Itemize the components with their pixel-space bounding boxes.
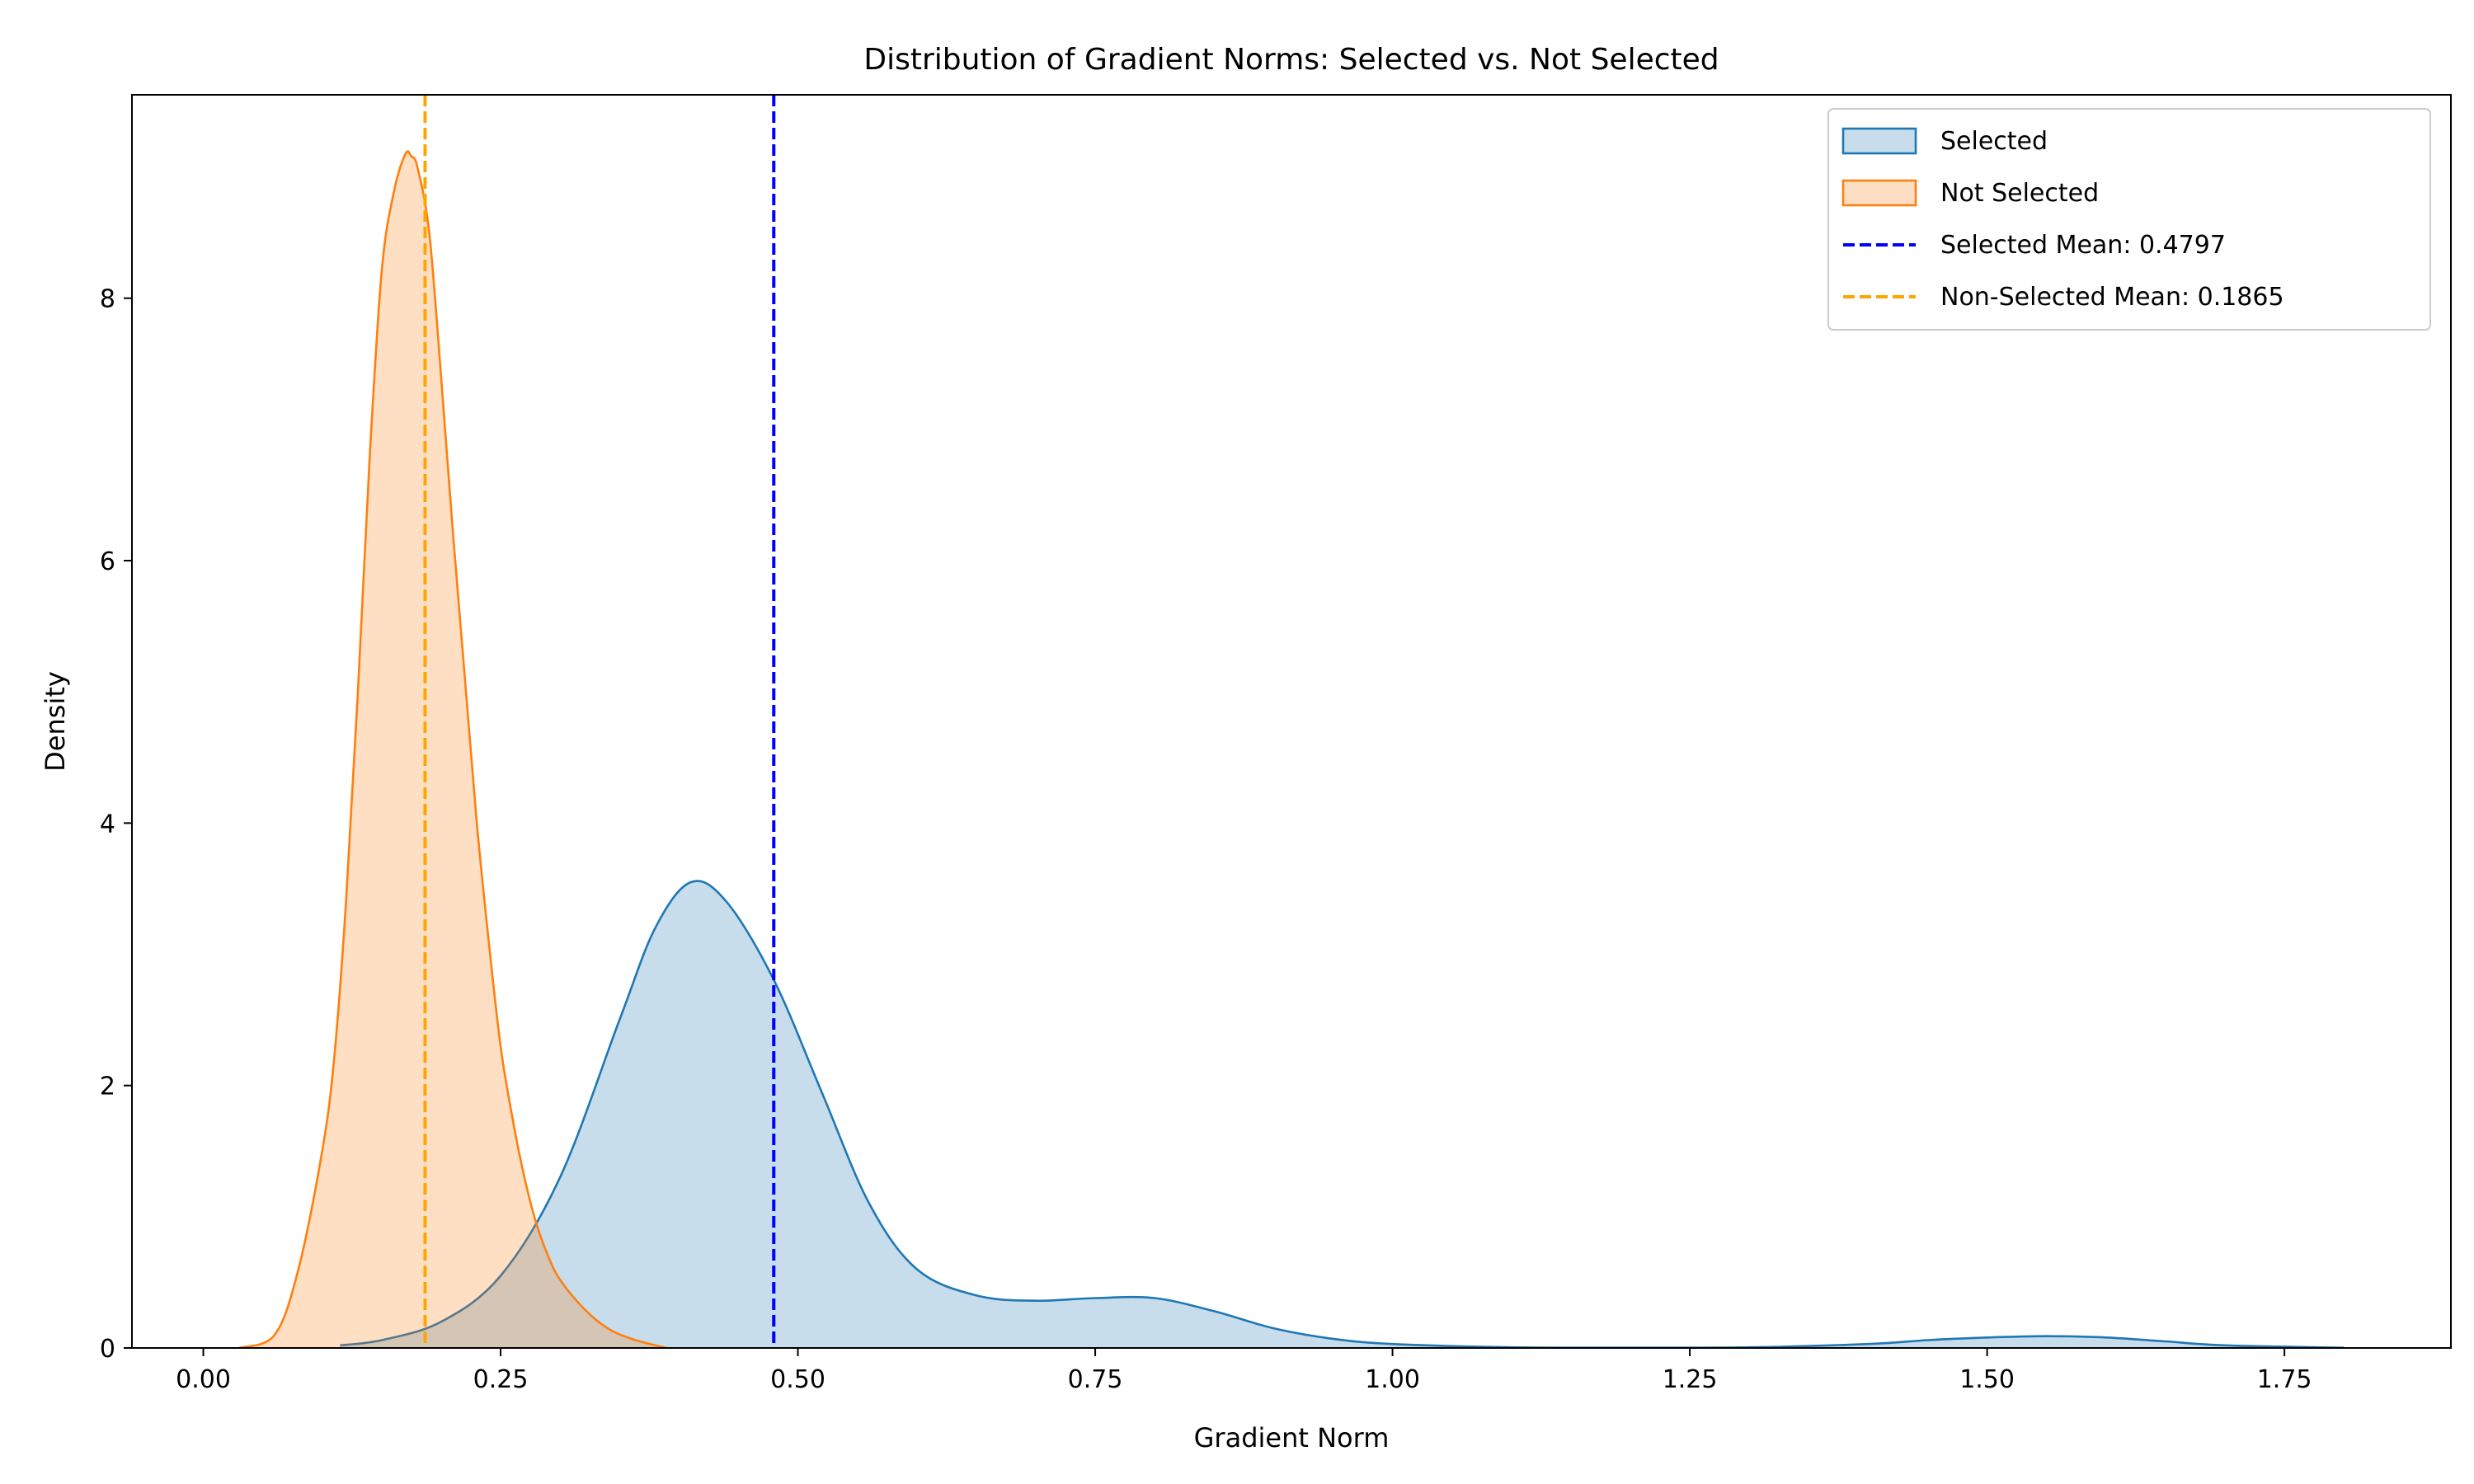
legend-swatch-0 [1841,127,1917,155]
x-tick-label: 0.25 [473,1365,529,1394]
x-axis-ticks: 0.00 0.25 0.50 0.75 1.00 1.25 1.50 1.75 [176,1348,2312,1394]
series-line-0 [340,880,2345,1350]
legend-label-0: Selected [1940,127,2048,156]
x-tick-label: 1.50 [1959,1365,2015,1394]
legend-label-1: Not Selected [1940,179,2099,208]
legend: Selected Not Selected Selected Mean: 0.479… [1827,108,2431,331]
x-axis-label: Gradient Norm [1194,1422,1390,1453]
y-tick-label: 6 [100,547,115,576]
y-axis-label: Density [40,671,71,772]
y-tick-label: 8 [100,285,115,314]
legend-box [1827,108,2431,331]
series-layer [238,150,2345,1350]
x-tick-label: 1.25 [1663,1365,1718,1394]
x-tick-label: 0.50 [770,1365,825,1394]
series-area-1 [238,151,667,1348]
x-tick-label: 1.75 [2257,1365,2312,1394]
y-axis-ticks: 0 2 4 6 8 [100,285,132,1364]
y-tick-label: 0 [100,1335,115,1364]
plot-area [238,95,2345,1350]
x-tick-label: 0.00 [176,1365,231,1394]
y-tick-label: 4 [100,810,115,838]
mean-lines [423,95,776,1348]
plot-frame [131,94,2452,1349]
legend-items: Selected Not Selected Selected Mean: 0.479… [1841,127,2284,312]
chart-title: Distribution of Gradient Norms: Selected… [863,43,1719,77]
legend-swatch-1 [1841,179,1917,207]
x-tick-label: 0.75 [1068,1365,1123,1394]
series-line-1 [238,150,668,1350]
y-tick-label: 2 [100,1073,115,1101]
legend-label-3: Non-Selected Mean: 0.1865 [1940,283,2284,312]
legend-label-2: Selected Mean: 0.4797 [1940,231,2226,260]
x-tick-label: 1.00 [1365,1365,1420,1394]
series-area-0 [340,881,2345,1348]
